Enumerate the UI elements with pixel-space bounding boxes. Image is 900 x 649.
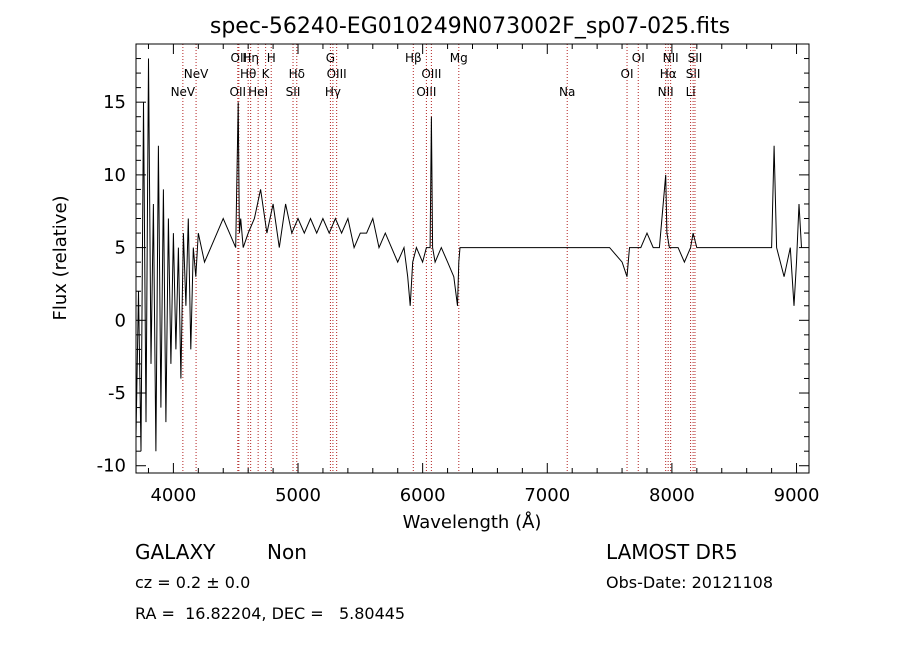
x-tick-label: 7000: [524, 485, 570, 506]
x-tick-label: 6000: [400, 485, 446, 506]
line-marker-label-8: H: [267, 51, 276, 65]
x-tick-label: 4000: [150, 485, 196, 506]
line-marker-label-20: OI: [632, 51, 645, 65]
line-marker-label-18: Na: [559, 85, 575, 99]
x-tick-label: 5000: [275, 485, 321, 506]
line-marker-label-0: NeV: [171, 85, 196, 99]
plot-frame: [135, 43, 810, 474]
line-marker-label-5: Hη: [242, 51, 259, 65]
line-marker-label-10: Hδ: [289, 67, 305, 81]
line-marker-label-1: NeV: [184, 67, 209, 81]
line-marker-label-4: Hθ: [240, 67, 256, 81]
line-marker-label-11: G: [326, 51, 335, 65]
line-marker-label-19: OI: [621, 67, 634, 81]
object-class: GALAXY: [135, 540, 216, 564]
y-tick-label: 5: [115, 238, 126, 259]
line-marker-label-9: SII: [286, 85, 301, 99]
chart-title: spec-56240-EG010249N073002F_sp07-025.fit…: [210, 14, 730, 39]
line-marker-label-25: SII: [686, 67, 701, 81]
x-tick-label: 9000: [774, 485, 820, 506]
emission-line-markers: NeV NeV OII OII Hθ Hη HeI KH SII Hδ G Hγ OIII Hβ OIII O…: [171, 44, 703, 473]
x-axis: 4000 5000 6000 7000 8000 9000: [147, 44, 820, 506]
object-subclass: Non: [267, 540, 307, 564]
y-tick-label: 10: [103, 165, 126, 186]
line-marker-label-15: OIII: [416, 85, 436, 99]
line-marker-label-2: OII: [230, 85, 247, 99]
line-marker-label-23: NII: [663, 51, 679, 65]
spectrum-line-0: [135, 58, 802, 452]
coordinates-readout: RA = 16.82204, DEC = 5.80445: [135, 604, 406, 623]
line-marker-label-26: SII: [688, 51, 703, 65]
observation-date: Obs-Date: 20121108: [606, 573, 774, 592]
survey-name: LAMOST DR5: [606, 540, 738, 564]
y-tick-label: -10: [97, 456, 126, 477]
y-tick-label: 0: [115, 310, 126, 331]
spectrum-series: [135, 58, 802, 452]
line-marker-label-12: Hγ: [325, 85, 341, 99]
x-axis-label: Wavelength (Å): [403, 511, 542, 533]
line-marker-label-7: K: [262, 67, 271, 81]
line-marker-label-16: OIII: [421, 67, 441, 81]
line-marker-label-3: OII: [231, 51, 248, 65]
x-tick-label: 8000: [649, 485, 695, 506]
line-marker-label-21: NII: [658, 85, 674, 99]
y-tick-label: 15: [103, 92, 126, 113]
line-marker-label-22: Hα: [660, 67, 677, 81]
line-marker-label-6: HeI: [248, 85, 268, 99]
line-marker-label-24: Li: [686, 85, 696, 99]
line-marker-label-14: Hβ: [405, 51, 422, 65]
redshift-readout: cz = 0.2 ± 0.0: [135, 573, 251, 592]
y-axis: -10 -5 0 5 10 15: [97, 58, 809, 477]
y-tick-label: -5: [108, 383, 126, 404]
line-marker-label-17: Mg: [450, 51, 468, 65]
y-axis-label: Flux (relative): [50, 195, 71, 320]
line-marker-label-13: OIII: [327, 67, 347, 81]
